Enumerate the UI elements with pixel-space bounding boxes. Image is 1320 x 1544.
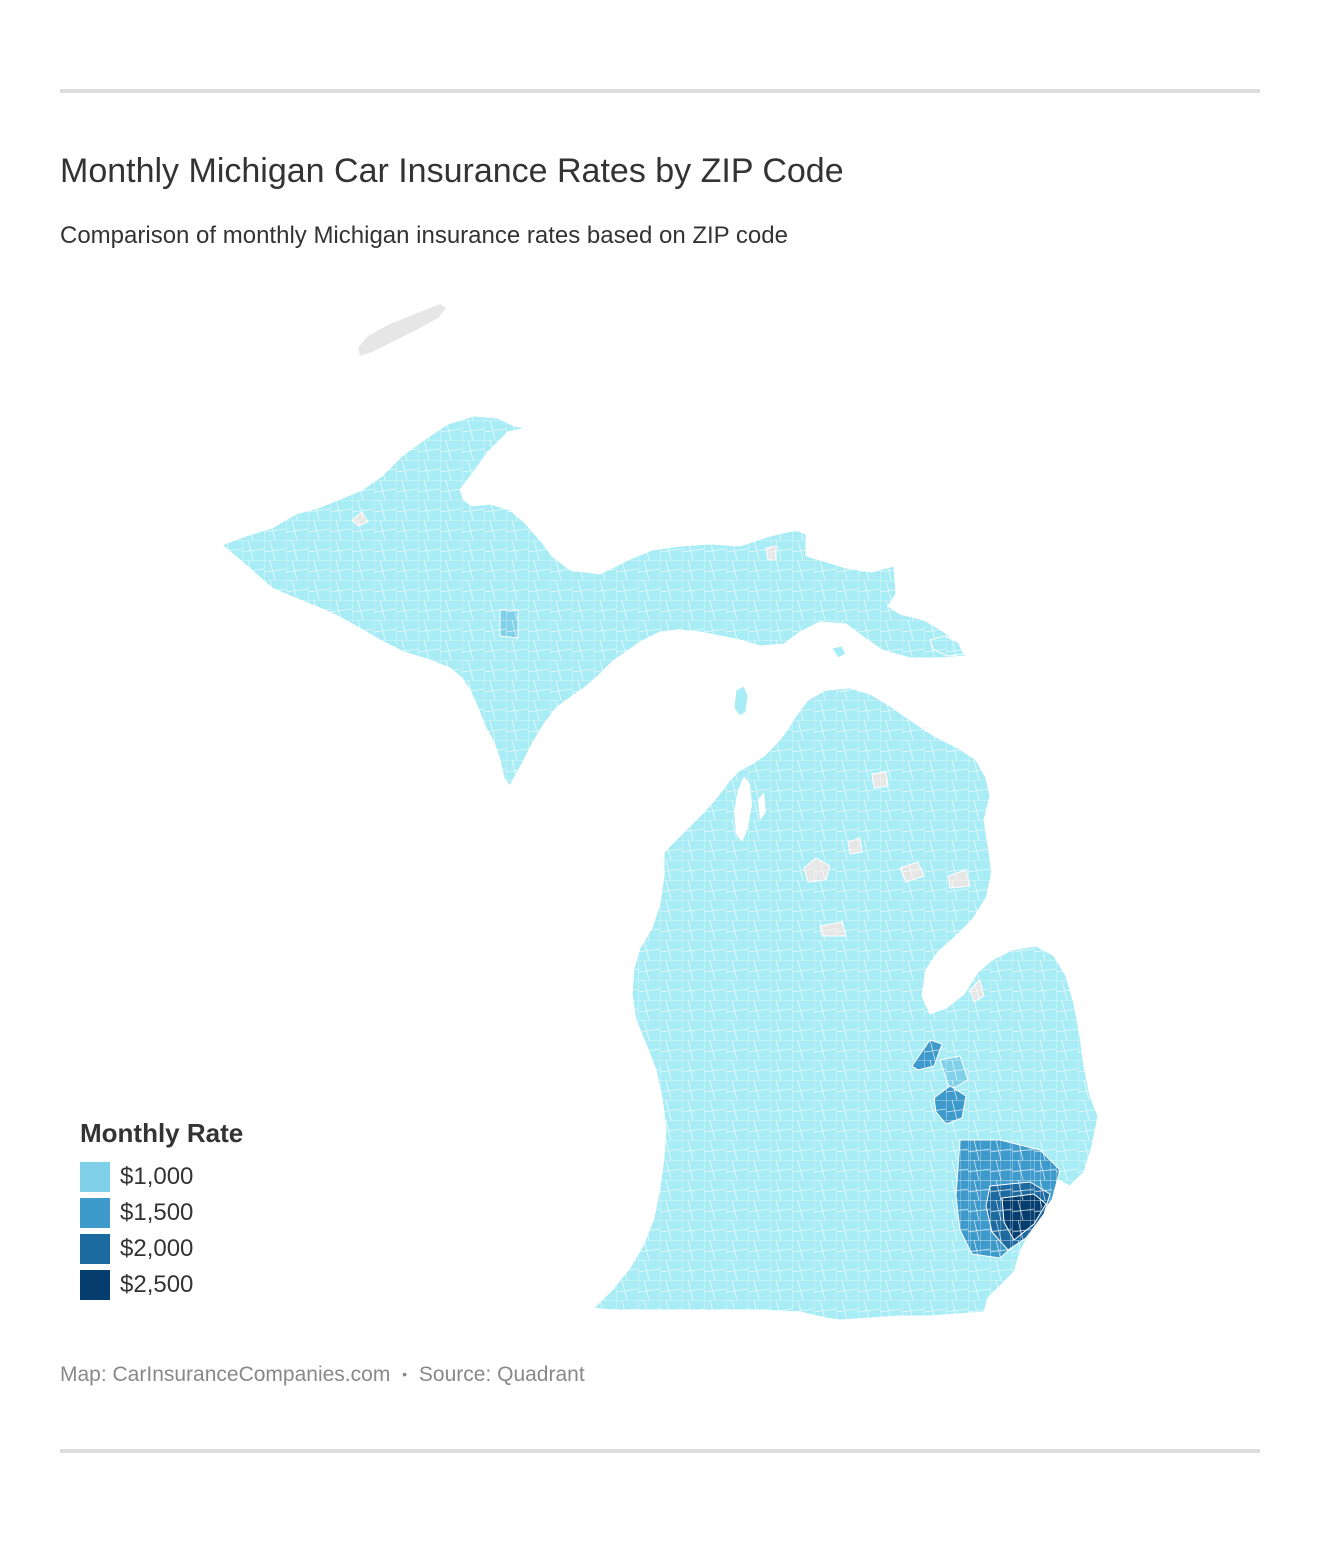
map-footer: Map: CarInsuranceCompanies.com • Source:… [60, 1363, 585, 1387]
legend-swatch [80, 1198, 110, 1228]
source-credit: Source: Quadrant [418, 1363, 585, 1386]
legend-item: $2,000 [80, 1231, 243, 1267]
legend-item: $1,500 [80, 1195, 243, 1231]
map-credit: Map: CarInsuranceCompanies.com [60, 1363, 391, 1386]
legend-label: $1,500 [120, 1199, 194, 1226]
legend-swatch [80, 1162, 110, 1192]
zip-boundaries-detroit [956, 1140, 1060, 1258]
grand-traverse-bay [758, 792, 766, 820]
legend-swatch [80, 1270, 110, 1300]
footer-separator: • [402, 1366, 408, 1382]
page-subtitle: Comparison of monthly Michigan insurance… [60, 222, 788, 249]
legend-label: $1,000 [120, 1163, 194, 1190]
map-legend: Monthly Rate $1,000 $1,500 $2,000 $2,500 [80, 1118, 243, 1303]
page-title: Monthly Michigan Car Insurance Rates by … [60, 152, 844, 190]
michigan-map [0, 290, 1320, 1340]
isle-royale [358, 304, 446, 356]
legend-label: $2,500 [120, 1271, 194, 1298]
grand-traverse-bay [734, 776, 752, 842]
legend-title: Monthly Rate [80, 1118, 244, 1148]
bottom-divider [60, 1449, 1260, 1453]
legend-swatch [80, 1234, 110, 1264]
top-divider [60, 89, 1260, 93]
beaver-island [733, 685, 749, 717]
legend-label: $2,000 [120, 1235, 194, 1262]
legend-item: $1,000 [80, 1159, 243, 1195]
legend-item: $2,500 [80, 1267, 243, 1303]
mackinac-island [831, 645, 847, 659]
zip-boundaries-upper [222, 416, 966, 786]
map-canvas [221, 304, 1099, 1321]
